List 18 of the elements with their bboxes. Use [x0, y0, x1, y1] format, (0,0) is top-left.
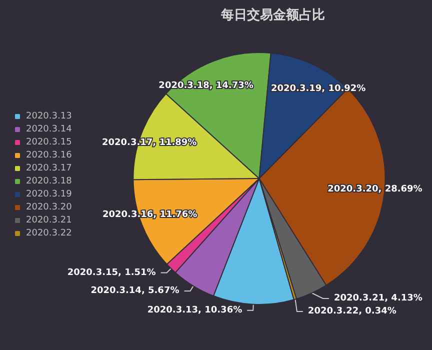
- legend-label: 2020.3.14: [26, 124, 72, 134]
- legend-label: 2020.3.13: [26, 112, 72, 122]
- legend-label: 2020.3.19: [26, 190, 72, 200]
- data-label: 2020.3.19, 10.92%: [270, 84, 366, 94]
- legend-label: 2020.3.15: [26, 138, 72, 148]
- legend-label: 2020.3.18: [26, 176, 72, 186]
- data-label: 2020.3.21, 4.13%: [334, 293, 422, 304]
- data-label: 2020.3.15, 1.51%: [67, 268, 156, 278]
- chart-title: 每日交易金额占比: [220, 7, 325, 23]
- data-label: 2020.3.13, 10.36%: [147, 305, 242, 316]
- legend-label: 2020.3.20: [26, 202, 72, 212]
- data-label: 2020.3.14, 5.67%: [90, 286, 180, 296]
- data-label: 2020.3.20, 28.69%: [328, 184, 422, 194]
- legend-label: 2020.3.22: [26, 228, 72, 238]
- legend-label: 2020.3.16: [26, 150, 72, 160]
- data-label: 2020.3.22, 0.34%: [308, 306, 396, 316]
- legend-label: 2020.3.17: [26, 164, 72, 174]
- legend-label: 2020.3.21: [26, 216, 72, 226]
